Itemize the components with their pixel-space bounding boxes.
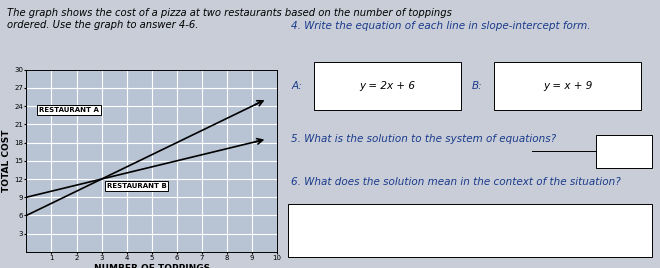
- Text: 5. What is the solution to the system of equations?: 5. What is the solution to the system of…: [291, 134, 556, 144]
- Y-axis label: TOTAL COST: TOTAL COST: [2, 129, 11, 192]
- FancyBboxPatch shape: [288, 204, 653, 257]
- Text: RESTAURANT A: RESTAURANT A: [39, 107, 99, 113]
- Text: y = 2x + 6: y = 2x + 6: [359, 81, 415, 91]
- Text: 4. Write the equation of each line in slope-intercept form.: 4. Write the equation of each line in sl…: [291, 21, 591, 31]
- Text: A:: A:: [291, 81, 302, 91]
- Text: The graph shows the cost of a pizza at two restaurants based on the number of to: The graph shows the cost of a pizza at t…: [7, 8, 451, 30]
- Text: RESTAURANT B: RESTAURANT B: [107, 183, 166, 189]
- FancyBboxPatch shape: [494, 62, 642, 110]
- Text: B:: B:: [472, 81, 482, 91]
- FancyBboxPatch shape: [314, 62, 461, 110]
- Text: 6. What does the solution mean in the context of the situation?: 6. What does the solution mean in the co…: [291, 177, 621, 187]
- Text: y = x + 9: y = x + 9: [543, 81, 593, 91]
- FancyBboxPatch shape: [596, 135, 653, 168]
- X-axis label: NUMBER OF TOPPINGS: NUMBER OF TOPPINGS: [94, 264, 210, 268]
